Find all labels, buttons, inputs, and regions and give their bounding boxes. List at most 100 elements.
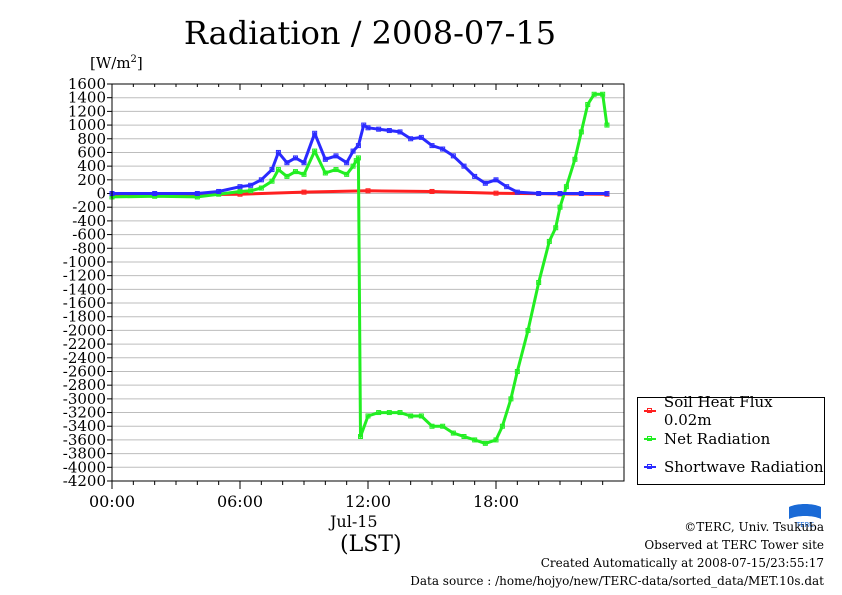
y-tick-label: 1600: [68, 75, 106, 93]
x-tick-label: 06:00: [217, 492, 263, 511]
data-point-shortwave-radiation: [578, 191, 584, 197]
y-unit-sup: 2: [130, 54, 137, 65]
data-point-net-radiation: [418, 413, 424, 419]
data-point-net-radiation: [376, 410, 382, 416]
chart-title: Radiation / 2008-07-15: [183, 14, 557, 52]
data-point-net-radiation: [358, 434, 364, 440]
data-point-shortwave-radiation: [194, 191, 200, 197]
data-point-shortwave-radiation: [482, 180, 488, 186]
data-point-net-radiation: [499, 423, 505, 429]
data-point-shortwave-radiation: [292, 155, 298, 161]
data-point-net-radiation: [585, 102, 591, 108]
data-point-shortwave-radiation: [248, 182, 254, 188]
y-tick-label: -3000: [63, 390, 106, 408]
legend-swatch-net: [644, 436, 656, 441]
data-point-shortwave-radiation: [258, 177, 264, 183]
data-point-net-radiation: [461, 434, 467, 440]
data-point-net-radiation: [572, 156, 578, 162]
data-point-shortwave-radiation: [386, 128, 392, 134]
data-point-shortwave-radiation: [397, 129, 403, 135]
data-point-shortwave-radiation: [472, 173, 478, 179]
data-point-net-radiation: [557, 204, 563, 210]
data-point-net-radiation: [508, 396, 514, 402]
chart-grid: [112, 83, 624, 482]
data-point-soil-heat-flux: [301, 189, 307, 195]
x-tick-label: 12:00: [345, 492, 391, 511]
data-point-net-radiation: [408, 413, 414, 419]
data-point-shortwave-radiation: [269, 167, 275, 173]
data-point-shortwave-radiation: [440, 146, 446, 152]
data-point-net-radiation: [482, 440, 488, 446]
legend-swatch-soil: [644, 408, 656, 413]
y-tick-label: 1000: [68, 116, 106, 134]
data-point-net-radiation: [355, 155, 361, 161]
logo-wave-shape: [789, 504, 821, 519]
x-axis-date-label: Jul-15: [330, 512, 378, 531]
y-tick-label: -4200: [63, 472, 106, 490]
data-point-shortwave-radiation: [504, 184, 510, 190]
data-point-net-radiation: [450, 430, 456, 436]
footer-created: Created Automatically at 2008-07-15/23:5…: [540, 556, 824, 570]
x-tick-label: 00:00: [89, 492, 135, 511]
data-point-net-radiation: [344, 171, 350, 177]
legend-item-shortwave: Shortwave Radiation: [644, 455, 824, 479]
data-point-shortwave-radiation: [365, 125, 371, 131]
footer-copyright: ©TERC, Univ. Tsukuba: [684, 520, 824, 534]
data-point-shortwave-radiation: [536, 191, 542, 197]
y-tick-label: 200: [77, 171, 106, 189]
data-point-net-radiation: [514, 368, 520, 374]
legend-item-net-radiation: Net Radiation: [644, 427, 770, 451]
y-tick-label: -2400: [63, 349, 106, 367]
plot-frame: [111, 83, 625, 482]
data-point-net-radiation: [536, 280, 542, 285]
data-point-net-radiation: [472, 437, 478, 443]
data-point-shortwave-radiation: [429, 143, 435, 149]
footer-source: Data source : /home/hojyo/new/TERC-data/…: [410, 574, 824, 588]
x-axis: 00:00 06:00 12:00 18:00: [89, 84, 604, 511]
data-point-shortwave-radiation: [301, 160, 307, 166]
legend-label-net: Net Radiation: [664, 430, 771, 448]
data-point-shortwave-radiation: [152, 191, 158, 197]
data-point-soil-heat-flux: [365, 188, 371, 194]
y-tick-label: 800: [77, 130, 106, 148]
legend-item-soil-heat-flux: Soil Heat Flux 0.02m: [644, 393, 824, 429]
x-axis-label: (LST): [340, 532, 402, 557]
footer-observed: Observed at TERC Tower site: [644, 538, 824, 552]
y-tick-label: -1000: [63, 253, 106, 271]
data-point-net-radiation: [563, 184, 569, 190]
data-point-net-radiation: [275, 167, 281, 173]
data-point-shortwave-radiation: [333, 153, 339, 159]
data-point-net-radiation: [600, 91, 606, 97]
data-point-shortwave-radiation: [376, 126, 382, 132]
y-tick-label: 0: [96, 185, 106, 203]
y-tick-label: -2000: [63, 321, 106, 339]
y-tick-label: -3600: [63, 431, 106, 449]
y-tick-label: 1200: [68, 102, 106, 120]
y-tick-label: -1200: [63, 267, 106, 285]
data-point-shortwave-radiation: [361, 122, 367, 128]
y-axis: 16001400120010008006004002000-200-400-60…: [63, 75, 112, 490]
data-point-net-radiation: [333, 167, 339, 173]
data-point-shortwave-radiation: [493, 177, 499, 183]
y-tick-label: -1400: [63, 280, 106, 298]
y-tick-label: -600: [72, 226, 106, 244]
data-point-net-radiation: [292, 169, 298, 175]
data-point-shortwave-radiation: [322, 156, 328, 162]
y-tick-label: -1600: [63, 294, 106, 312]
y-tick-label: -3200: [63, 404, 106, 422]
data-point-net-radiation: [312, 148, 318, 154]
data-point-net-radiation: [322, 170, 328, 176]
data-point-net-radiation: [493, 437, 499, 443]
data-point-shortwave-radiation: [344, 160, 350, 166]
data-point-shortwave-radiation: [216, 188, 222, 194]
data-point-net-radiation: [284, 173, 290, 179]
y-tick-label: 600: [77, 143, 106, 161]
data-point-shortwave-radiation: [514, 189, 520, 195]
data-point-net-radiation: [237, 188, 243, 194]
data-point-shortwave-radiation: [355, 143, 361, 149]
y-tick-label: -3800: [63, 445, 106, 463]
data-point-net-radiation: [546, 238, 552, 244]
y-tick-label: -800: [72, 239, 106, 257]
data-point-shortwave-radiation: [350, 148, 356, 154]
